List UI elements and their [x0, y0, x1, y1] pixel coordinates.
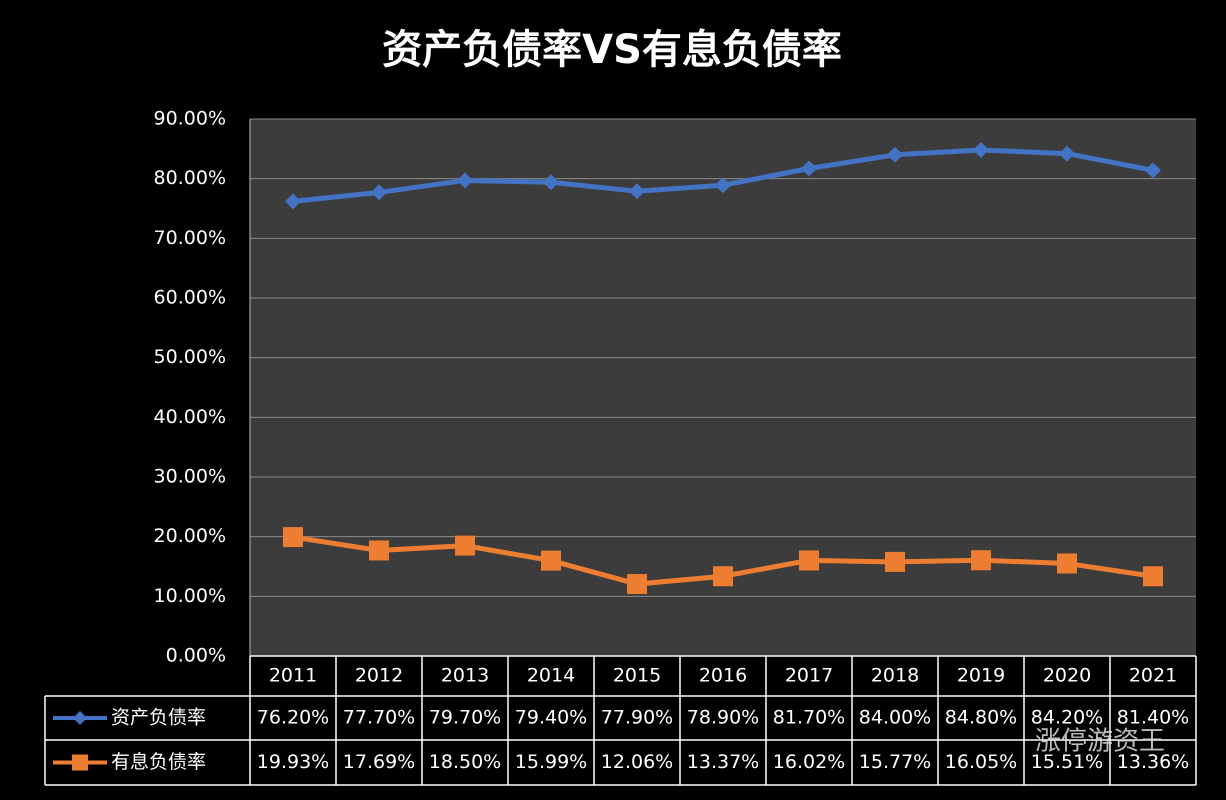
- data-label: 79.40%: [515, 707, 587, 729]
- data-label: 77.70%: [343, 707, 415, 729]
- data-point: [973, 142, 989, 159]
- y-tick-label: 30.00%: [154, 466, 226, 488]
- data-label: 13.37%: [687, 751, 759, 773]
- data-point: [543, 174, 559, 191]
- data-label: 84.80%: [945, 707, 1017, 729]
- x-tick-label: 2013: [441, 665, 489, 687]
- data-point: [799, 550, 819, 571]
- data-point: [971, 550, 991, 571]
- data-label: 17.69%: [343, 751, 415, 773]
- data-point: [627, 574, 647, 595]
- data-point: [1057, 553, 1077, 574]
- y-tick-label: 90.00%: [154, 108, 226, 130]
- y-tick-label: 70.00%: [154, 227, 226, 249]
- data-point: [715, 177, 731, 194]
- x-tick-label: 2021: [1129, 665, 1177, 687]
- data-label: 78.90%: [687, 707, 759, 729]
- x-tick-label: 2012: [355, 665, 403, 687]
- watermark: 涨停游资王: [1035, 727, 1165, 757]
- data-point: [887, 146, 903, 163]
- data-point: [455, 535, 475, 556]
- data-point: [371, 184, 387, 201]
- data-point: [369, 540, 389, 561]
- x-tick-label: 2016: [699, 665, 747, 687]
- data-label: 16.02%: [773, 751, 845, 773]
- y-tick-label: 50.00%: [154, 346, 226, 368]
- y-tick-label: 60.00%: [154, 287, 226, 309]
- data-point: [541, 550, 561, 571]
- x-tick-label: 2015: [613, 665, 661, 687]
- data-point: [457, 172, 473, 189]
- y-tick-label: 80.00%: [154, 167, 226, 189]
- y-tick-label: 10.00%: [154, 585, 226, 607]
- data-label: 79.70%: [429, 707, 501, 729]
- y-tick-label: 40.00%: [154, 406, 226, 428]
- y-tick-label: 0.00%: [166, 645, 226, 667]
- legend-swatch: [73, 711, 87, 725]
- x-tick-label: 2020: [1043, 665, 1091, 687]
- data-label: 16.05%: [945, 751, 1017, 773]
- x-tick-label: 2017: [785, 665, 833, 687]
- x-tick-label: 2019: [957, 665, 1005, 687]
- data-label: 84.20%: [1031, 707, 1103, 729]
- data-point: [285, 193, 301, 210]
- data-label: 76.20%: [257, 707, 329, 729]
- data-label: 18.50%: [429, 751, 501, 773]
- data-label: 13.36%: [1117, 751, 1189, 773]
- data-point: [1145, 162, 1161, 179]
- data-point: [283, 527, 303, 548]
- data-label: 12.06%: [601, 751, 673, 773]
- data-point: [1143, 566, 1163, 587]
- data-label: 77.90%: [601, 707, 673, 729]
- y-tick-label: 20.00%: [154, 525, 226, 547]
- legend-label: 资产负债率: [111, 707, 206, 729]
- x-tick-label: 2014: [527, 665, 575, 687]
- legend-swatch: [72, 754, 88, 771]
- data-label: 19.93%: [257, 751, 329, 773]
- data-label: 15.77%: [859, 751, 931, 773]
- data-point: [801, 160, 817, 177]
- data-point: [885, 551, 905, 572]
- data-label: 84.00%: [859, 707, 931, 729]
- x-tick-label: 2018: [871, 665, 919, 687]
- legend-label: 有息负债率: [111, 751, 206, 773]
- data-label: 15.51%: [1031, 751, 1103, 773]
- data-point: [629, 183, 645, 200]
- x-tick-label: 2011: [269, 665, 317, 687]
- data-label: 15.99%: [515, 751, 587, 773]
- data-label: 81.40%: [1117, 707, 1189, 729]
- data-point: [1059, 145, 1075, 162]
- data-point: [713, 566, 733, 587]
- chart-title: 资产负债率VS有息负债率: [382, 27, 842, 73]
- data-label: 81.70%: [773, 707, 845, 729]
